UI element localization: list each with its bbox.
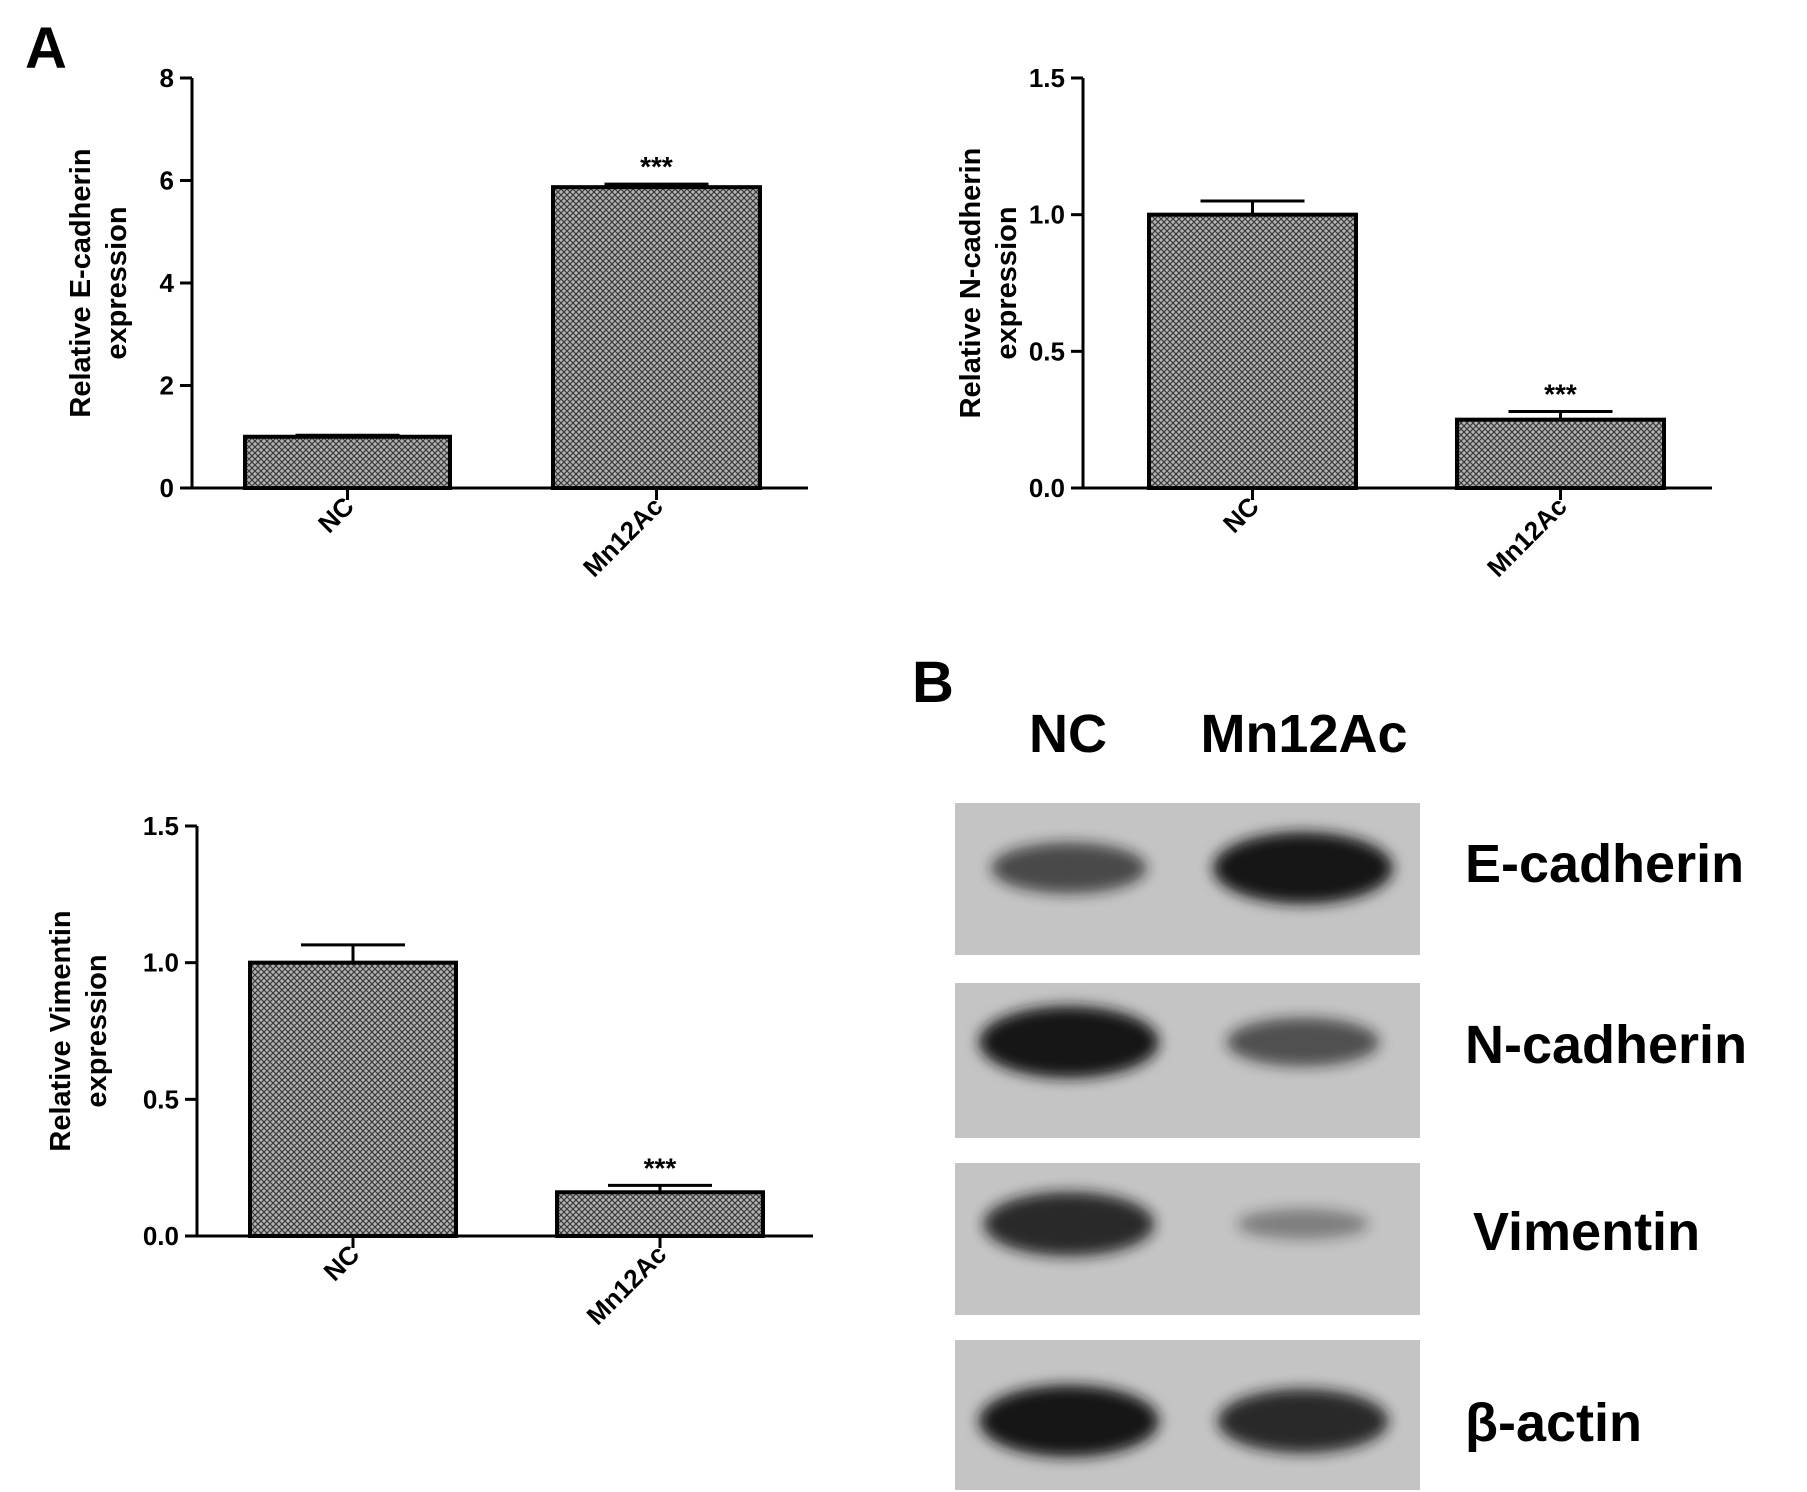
y-tick-label: 1.5 [1029,63,1065,93]
lane-label-mn12ac: Mn12Ac [1200,704,1407,764]
significance-label: *** [1544,378,1577,409]
y-tick-label: 4 [160,268,175,298]
x-tick-label: Mn12Ac [581,1239,673,1331]
blot-band [1226,1017,1380,1067]
y-axis-label: Relative Vimentin expression [45,910,113,1151]
blot-row-label: β-actin [1465,1393,1642,1453]
x-tick-label: NC [312,491,360,539]
y-tick-label: 0.0 [143,1221,179,1251]
chart-vimentin: 0.0 0.5 1.0 1.5 Relative Vimentin expression N… [45,811,813,1331]
blot-band [1237,1208,1369,1240]
y-tick-label: 1.0 [143,948,179,978]
y-tick-label: 1.5 [143,811,179,841]
blot-band [1213,832,1393,904]
x-tick-label: NC [317,1239,365,1287]
y-axis-label: Relative E-cadherin expression [65,148,133,417]
chart-n-cadherin: 0.0 0.5 1.0 1.5 Relative N-cadherin expressio… [955,63,1712,583]
blot-row-label: E-cadherin [1465,834,1744,894]
y-tick-label: 0.5 [1029,336,1065,366]
y-tick-label: 8 [160,63,174,93]
blot-row-label: Vimentin [1473,1202,1700,1262]
bar-nc [248,960,458,1239]
blot-band [1217,1388,1389,1454]
blot-band [979,1385,1159,1457]
bar-nc [1147,212,1358,491]
bar-mn12ac [555,1190,765,1239]
blot-row-label: N-cadherin [1465,1015,1747,1075]
x-tick-label: Mn12Ac [1481,491,1573,583]
chart-e-cadherin: 0 2 4 6 8 Relative E-cadherin expression NC *** M… [65,63,808,583]
x-tick-label: NC [1217,491,1265,539]
lane-label-nc: NC [1029,704,1107,764]
significance-label: *** [640,151,673,182]
y-axis-label: Relative N-cadherin expression [955,148,1023,419]
y-tick-label: 0.0 [1029,473,1065,503]
y-tick-label: 2 [160,371,174,401]
blot-band [983,1191,1155,1257]
y-tick-label: 0.5 [143,1084,179,1114]
bar-mn12ac [1455,417,1666,490]
y-tick-label: 1.0 [1029,200,1065,230]
x-tick-label: Mn12Ac [577,491,669,583]
y-tick-label: 0 [160,473,174,503]
blot-band [991,842,1147,894]
significance-label: *** [644,1152,677,1183]
bar-mn12ac [551,185,762,490]
panel-label-a: A [25,16,67,81]
panel-label-b: B [912,650,954,715]
y-tick-label: 6 [160,166,174,196]
western-blot: NC Mn12Ac E-cadherin N-cadherin Vimentin β-ac… [955,704,1747,1490]
bar-nc [243,434,452,490]
blot-band [979,1006,1159,1078]
